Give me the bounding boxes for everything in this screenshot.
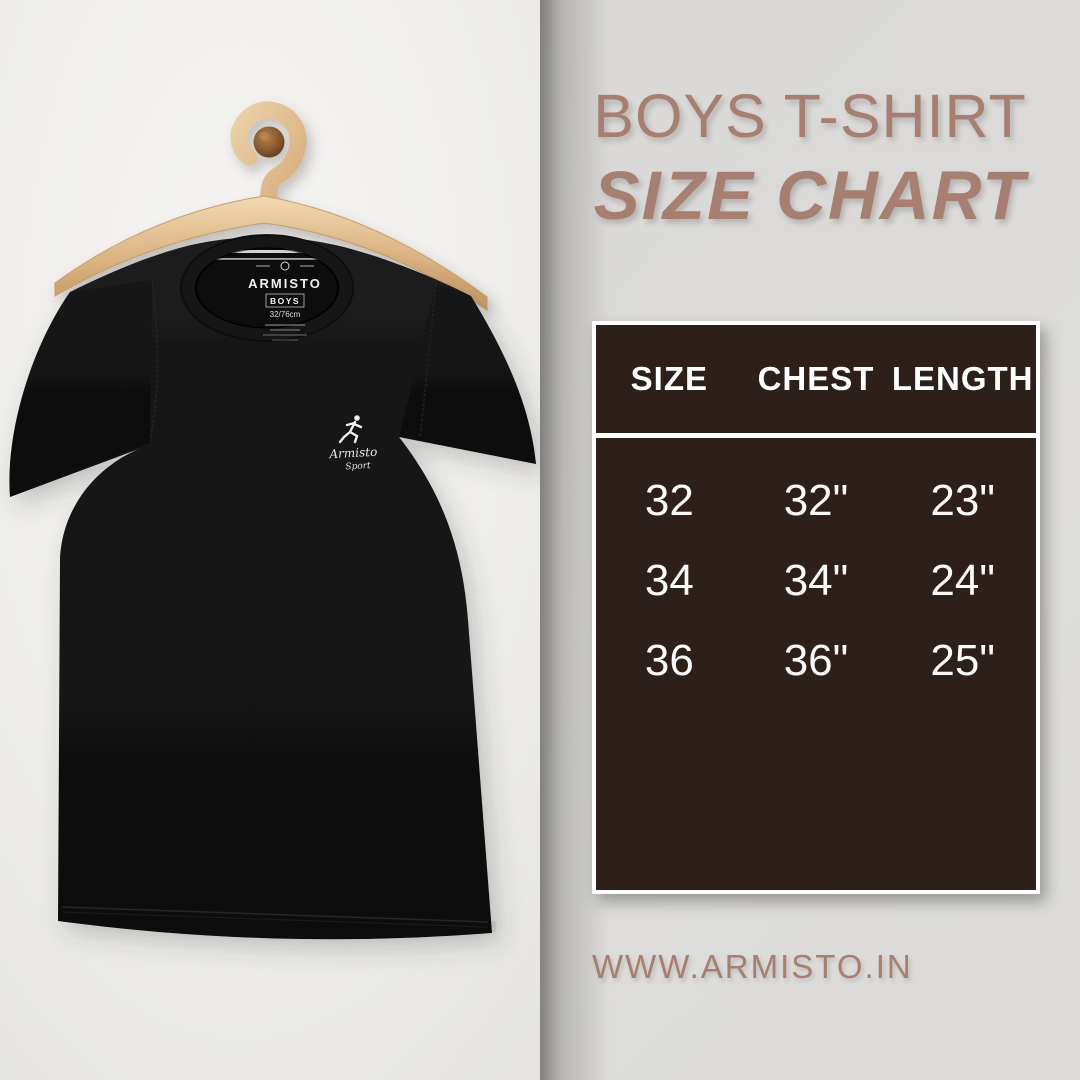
collar-inner-edge [195, 247, 339, 329]
black-tshirt: ARMISTO BOYS 32/76cm [9, 234, 537, 940]
wooden-hanger [54, 101, 488, 311]
website-url: WWW.ARMISTO.IN [592, 948, 913, 985]
cell-size-32: 32 [644, 476, 694, 525]
collar-outer-edge [180, 234, 354, 342]
title-line-1: BOYS T-SHIRT [593, 82, 1027, 150]
left-sleeve-shading [9, 280, 153, 497]
size-chart-header-row: SIZE CHEST LENGTH [596, 325, 1036, 438]
neck-label: ARMISTO BOYS 32/76cm [248, 261, 322, 341]
product-photo-panel: ARMISTO BOYS 32/76cm [0, 0, 540, 1080]
size-chart-panel: BOYS T-SHIRT SIZE CHART SIZE CHEST LENGT… [540, 0, 1080, 1080]
column-header-size: SIZE [630, 360, 708, 397]
hanger-hook [230, 101, 307, 213]
runner-icon [338, 415, 363, 444]
tshirt-on-hanger-illustration: ARMISTO BOYS 32/76cm [0, 0, 540, 1080]
cell-length-36: 25" [930, 636, 995, 685]
cell-chest-34: 34" [783, 556, 849, 605]
right-armhole-seam [419, 283, 437, 439]
right-sleeve-shading [399, 284, 536, 464]
neck-label-brand: ARMISTO [248, 276, 322, 291]
hanger-ball-highlight [259, 131, 269, 141]
cell-size-36: 36 [644, 636, 694, 685]
hanger-body [54, 195, 488, 311]
hem-stitch-2 [61, 911, 489, 928]
chest-logo-script-2: Sport [345, 461, 371, 472]
neck-label-category: BOYS [270, 296, 300, 306]
chest-logo: Armisto Sport [328, 415, 378, 472]
size-chart-table: SIZE CHEST LENGTH 32 32" 23" 34 34" 24" … [592, 321, 1040, 894]
cell-chest-36: 36" [783, 636, 849, 685]
neck-label-size: 32/76cm [270, 310, 301, 319]
collar-opening [188, 241, 346, 335]
cell-chest-32: 32" [783, 476, 849, 525]
cell-size-34: 34 [644, 556, 694, 605]
page-title: BOYS T-SHIRT SIZE CHART [540, 82, 1080, 234]
size-chart-body: 32 32" 23" 34 34" 24" 36 36" 25" [596, 438, 1036, 701]
left-armhole-seam [149, 279, 159, 442]
cell-length-32: 23" [930, 476, 995, 525]
cell-length-34: 24" [930, 556, 995, 605]
chest-logo-script-1: Armisto [328, 445, 377, 462]
column-header-chest: CHEST [757, 360, 875, 397]
column-header-length: LENGTH [891, 360, 1034, 397]
title-line-2: SIZE CHART [593, 157, 1027, 234]
hem-stitch-1 [61, 906, 489, 923]
hanger-ball [253, 126, 285, 158]
